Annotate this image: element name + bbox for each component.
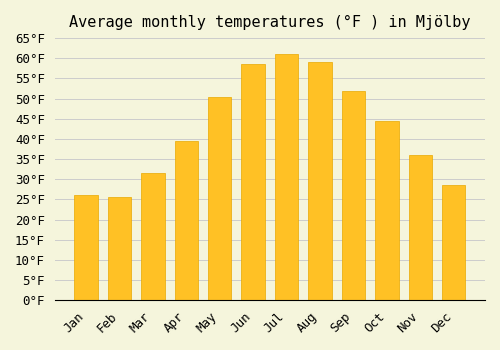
Bar (208, 97, 232, 300)
Bar (242, 64, 265, 300)
Bar (342, 91, 365, 300)
Bar (442, 185, 466, 300)
Title: Average monthly temperatures (°F ) in Mjölby: Average monthly temperatures (°F ) in Mj… (69, 15, 470, 30)
Bar (308, 62, 332, 300)
Bar (174, 141, 198, 300)
Bar (275, 54, 298, 300)
Bar (74, 195, 98, 300)
Bar (375, 121, 398, 300)
Bar (141, 173, 165, 300)
Bar (408, 155, 432, 300)
Bar (108, 197, 131, 300)
